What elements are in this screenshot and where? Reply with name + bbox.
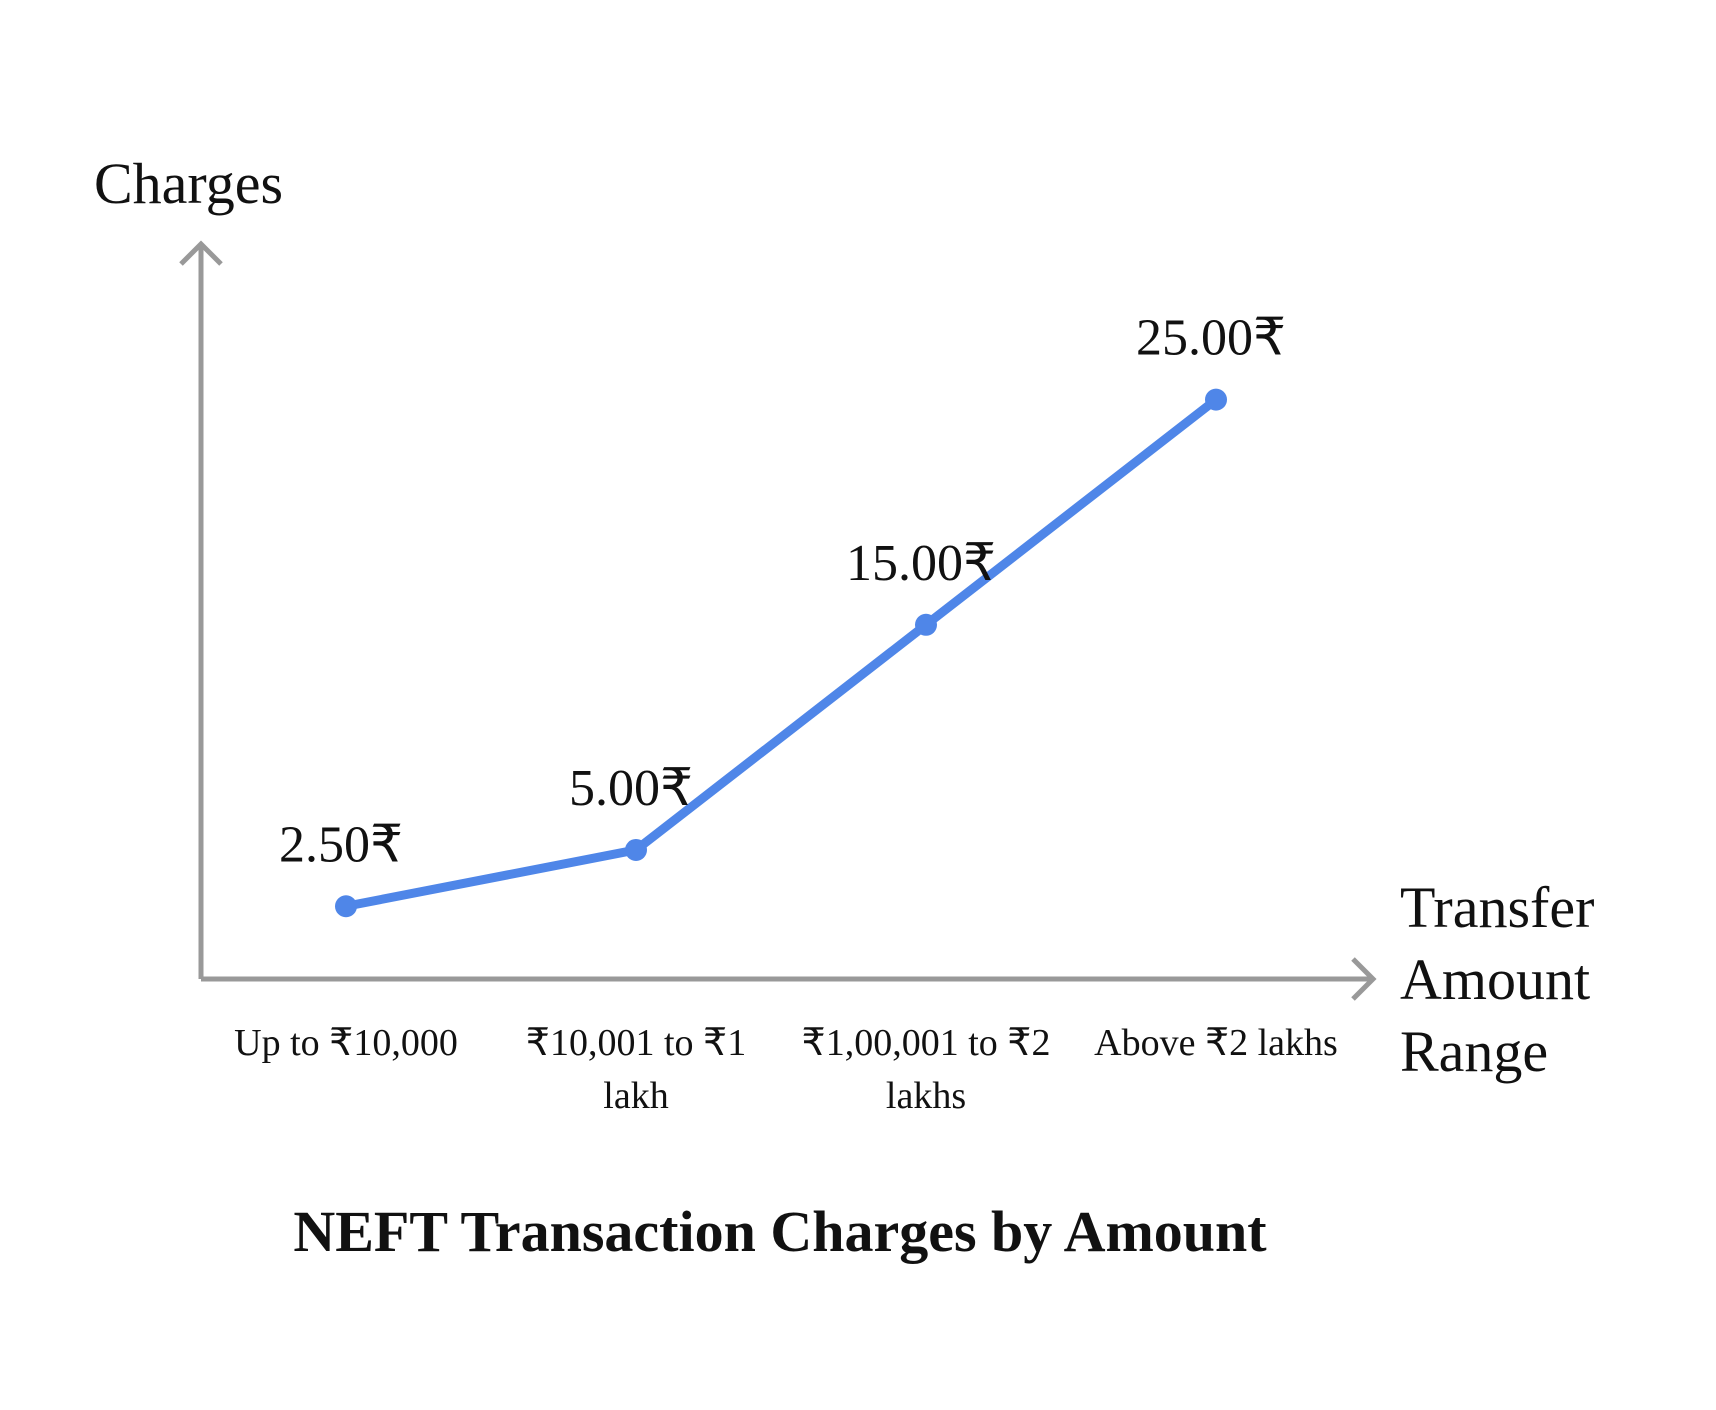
value-label: 25.00₹ [1136, 310, 1286, 367]
y-axis-label: Charges [94, 151, 284, 216]
line [345, 396, 1219, 911]
chart-title: NEFT Transaction Charges by Amount [293, 1199, 1267, 1264]
point [915, 613, 937, 636]
value-label: 5.00₹ [569, 760, 693, 817]
point [335, 895, 357, 918]
value-label: 15.00₹ [846, 535, 996, 592]
point [1205, 388, 1227, 411]
x-axis-label: Transfer Amount Range [1400, 875, 1595, 1084]
y-arrow [179, 240, 223, 266]
x-tick-label: ₹1,00,001 to ₹2 lakhs [801, 1022, 1051, 1117]
value-label: 2.50₹ [279, 816, 403, 873]
x-tick-label: Above ₹2 lakhs [1094, 1022, 1338, 1064]
x-arrow [1351, 957, 1377, 1001]
x-tick-label: Up to ₹10,000 [234, 1022, 458, 1064]
point [625, 838, 647, 861]
x-tick-label: ₹10,001 to ₹1 lakh [525, 1022, 747, 1117]
